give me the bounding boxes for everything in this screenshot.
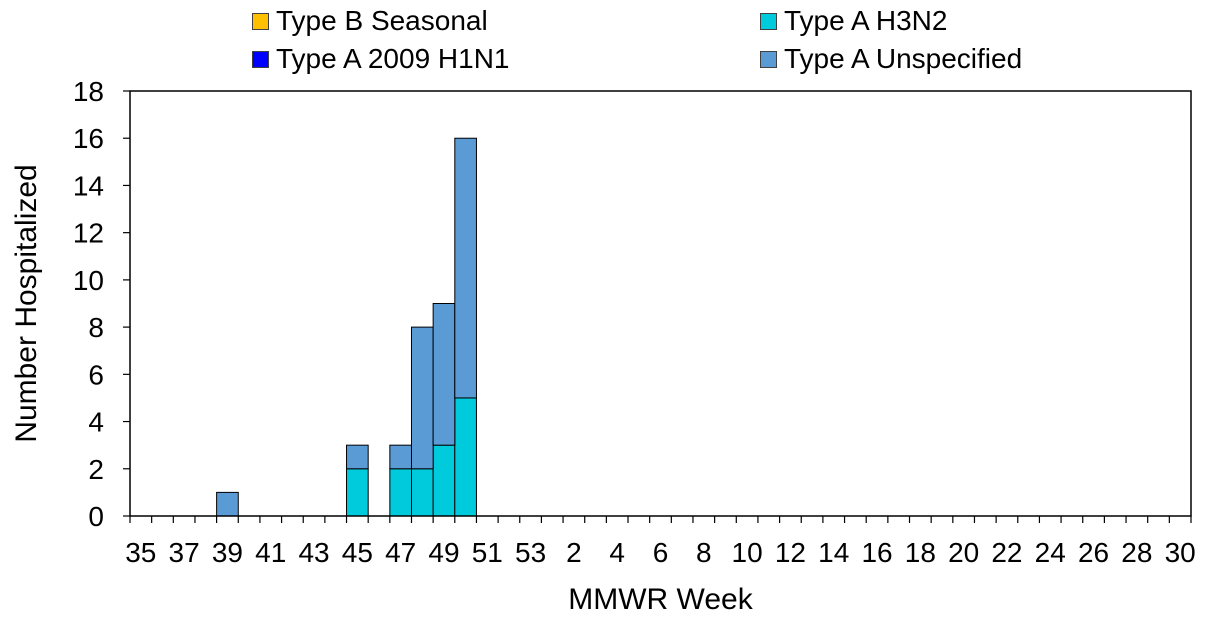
y-tick-label: 8	[88, 312, 104, 343]
x-tick-label: 8	[696, 537, 712, 568]
legend-label-type-a-2009-h1n1: Type A 2009 H1N1	[276, 43, 510, 74]
x-tick-label: 39	[212, 537, 243, 568]
x-tick-label: 22	[991, 537, 1022, 568]
bar-type-a-h3n2-week-45	[346, 468, 369, 517]
plot-area-frame	[129, 90, 1192, 517]
x-tick-label: 49	[428, 537, 459, 568]
legend-item-type-a-h3n2: Type A H3N2	[760, 6, 947, 36]
x-tick-label: 2	[566, 537, 582, 568]
bar-type-a-h3n2-week-49	[432, 444, 456, 517]
x-tick-label: 47	[385, 537, 416, 568]
legend-swatch-type-a-h3n2	[760, 12, 777, 30]
bar-type-a-h3n2-week-50	[454, 397, 477, 517]
bar-type-a-unspecified-week-45	[346, 444, 369, 470]
bar-type-a-unspecified-week-50	[454, 137, 477, 399]
x-tick-label: 20	[948, 537, 979, 568]
x-tick-label: 4	[609, 537, 625, 568]
bar-type-a-unspecified-week-48	[410, 326, 434, 470]
y-tick-label: 14	[73, 170, 104, 201]
x-tick-label: 35	[125, 537, 156, 568]
x-tick-label: 26	[1078, 537, 1109, 568]
legend-swatch-type-a-2009-h1n1	[252, 50, 269, 68]
bar-type-a-unspecified-week-49	[432, 303, 456, 446]
legend-label-type-b-seasonal: Type B Seasonal	[276, 5, 488, 36]
x-tick-label: 18	[905, 537, 936, 568]
bar-type-a-h3n2-week-47	[389, 468, 412, 517]
y-tick-label: 6	[88, 359, 104, 390]
x-tick-label: 16	[861, 537, 892, 568]
y-tick-label: 16	[73, 123, 104, 154]
y-tick-label: 18	[73, 76, 104, 107]
y-axis-ticks: 0 2 4 6 8 10 12 14 16 18	[73, 76, 130, 532]
legend-swatch-type-b-seasonal	[252, 12, 269, 30]
x-tick-label: 51	[472, 537, 503, 568]
x-tick-label: 41	[255, 537, 286, 568]
legend-item-type-b-seasonal: Type B Seasonal	[252, 6, 488, 36]
legend-item-type-a-2009-h1n1: Type A 2009 H1N1	[252, 44, 510, 74]
y-tick-label: 10	[73, 265, 104, 296]
y-tick-label: 2	[88, 454, 104, 485]
x-tick-label: 12	[775, 537, 806, 568]
y-tick-label: 4	[88, 407, 104, 438]
x-tick-label: 6	[653, 537, 669, 568]
x-tick-label: 53	[515, 537, 546, 568]
x-tick-label: 45	[342, 537, 373, 568]
bar-type-a-unspecified-week-39	[216, 491, 239, 517]
x-tick-label: 14	[818, 537, 849, 568]
x-tick-label: 43	[298, 537, 329, 568]
x-tick-label: 10	[732, 537, 763, 568]
legend-label-type-a-h3n2: Type A H3N2	[784, 5, 948, 36]
y-tick-label: 0	[88, 501, 104, 532]
x-axis-title: MMWR Week	[568, 583, 753, 616]
y-axis-title: Number Hospitalized	[10, 164, 43, 442]
x-tick-label: 30	[1165, 537, 1196, 568]
y-tick-label: 12	[73, 218, 104, 249]
bar-type-a-h3n2-week-48	[410, 468, 434, 517]
x-tick-label: 24	[1035, 537, 1066, 568]
x-tick-label: 37	[169, 537, 200, 568]
bar-type-a-unspecified-week-47	[389, 444, 412, 470]
bars-group	[216, 137, 477, 517]
x-axis-ticks: 35 37 39 41 43 45 47 49 51 53 2 4 6 8 10 12 14 16 18 20 22 24…	[125, 516, 1196, 568]
legend-swatch-type-a-unspecified	[760, 50, 777, 68]
legend-label-type-a-unspecified: Type A Unspecified	[784, 43, 1023, 74]
x-tick-label: 28	[1121, 537, 1152, 568]
legend-item-type-a-unspecified: Type A Unspecified	[760, 44, 1022, 74]
